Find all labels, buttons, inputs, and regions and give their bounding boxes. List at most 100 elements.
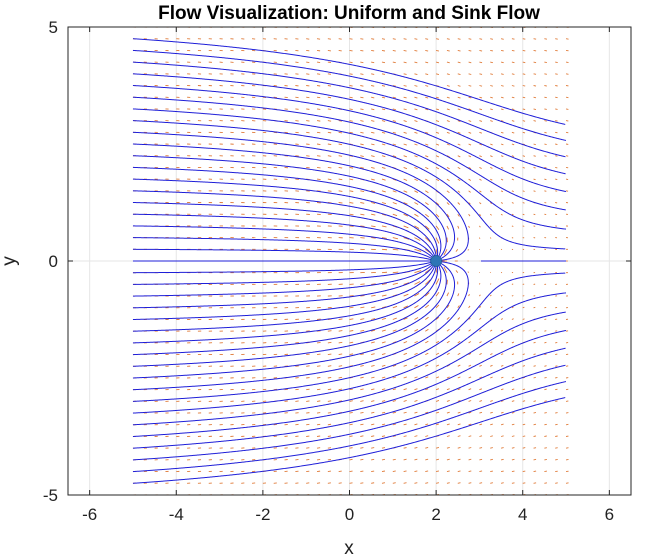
quiver-arrow — [414, 317, 419, 320]
quiver-arrow — [457, 73, 461, 75]
quiver-arrow — [414, 73, 418, 75]
quiver-arrow — [468, 155, 472, 158]
streamline — [132, 225, 435, 260]
quiver-arrow — [511, 388, 515, 391]
quiver-arrow — [457, 85, 461, 87]
quiver-arrow — [544, 353, 547, 356]
quiver-arrow — [511, 143, 515, 146]
quiver-arrow — [381, 317, 387, 320]
quiver-arrow — [544, 108, 547, 110]
quiver-arrow — [544, 458, 547, 461]
quiver-arrow — [425, 213, 430, 218]
quiver-arrow — [468, 470, 472, 473]
quiver-arrow — [381, 364, 386, 367]
quiver-arrow — [533, 400, 537, 402]
quiver-arrow — [443, 266, 448, 273]
quiver-arrow — [403, 329, 408, 332]
quiver-arrow — [371, 376, 375, 379]
streamline — [132, 190, 437, 258]
quiver-arrow — [468, 73, 472, 75]
quiver-arrow — [490, 353, 493, 356]
quiver-arrow — [435, 388, 440, 391]
quiver-arrow — [544, 143, 547, 146]
quiver-arrow — [446, 340, 450, 344]
quiver-arrow — [338, 178, 343, 181]
quiver-arrow — [360, 470, 364, 473]
quiver-arrow — [338, 341, 343, 344]
streamline — [132, 38, 566, 125]
quiver-arrow — [446, 482, 450, 484]
quiver-arrow — [425, 458, 429, 461]
quiver-arrow — [425, 340, 429, 344]
quiver-arrow — [500, 482, 504, 484]
quiver-arrow — [327, 400, 332, 402]
quiver-arrow — [479, 388, 483, 391]
quiver-arrow — [425, 364, 429, 367]
quiver-arrow — [392, 202, 397, 205]
quiver-arrow — [316, 155, 321, 157]
quiver-arrow — [349, 213, 354, 216]
quiver-arrow — [446, 328, 450, 332]
quiver-arrow — [381, 190, 386, 193]
quiver-arrow — [522, 400, 526, 402]
quiver-arrow — [511, 376, 515, 379]
quiver-arrow — [349, 49, 353, 52]
quiver-arrow — [360, 213, 365, 216]
quiver-arrow — [381, 423, 386, 426]
quiver-arrow — [381, 178, 386, 181]
quiver-arrow — [392, 155, 397, 158]
quiver-arrow — [327, 365, 332, 367]
quiver-arrow — [403, 166, 408, 170]
quiver-arrow — [457, 293, 460, 297]
quiver-arrow — [392, 482, 396, 484]
streamline — [132, 261, 456, 379]
quiver-arrow — [392, 411, 396, 414]
quiver-arrow — [435, 352, 440, 355]
quiver-arrow — [349, 131, 353, 134]
quiver-arrow — [457, 131, 461, 134]
quiver-arrow — [371, 341, 375, 344]
quiver-arrow — [544, 166, 547, 169]
quiver-arrow — [403, 400, 407, 402]
quiver-arrow — [446, 411, 450, 414]
quiver-arrow — [435, 178, 440, 182]
quiver-arrow — [457, 225, 460, 229]
quiver-arrow — [403, 458, 407, 461]
quiver-arrow — [457, 190, 461, 193]
quiver-arrow — [544, 330, 547, 332]
quiver-arrow — [425, 482, 429, 484]
quiver-arrow — [511, 318, 514, 320]
quiver-arrow — [468, 317, 471, 320]
y-tick-label: -5 — [43, 486, 58, 505]
quiver-arrow — [392, 143, 397, 146]
quiver-arrow — [338, 353, 343, 356]
quiver-arrow — [479, 306, 482, 309]
quiver-arrow — [455, 249, 459, 252]
quiver-arrow — [533, 143, 536, 146]
quiver-arrow — [327, 73, 332, 75]
quiver-arrow — [327, 108, 332, 110]
quiver-arrow — [500, 306, 503, 309]
quiver-arrow — [457, 49, 461, 52]
y-axis-label: y — [0, 256, 20, 266]
quiver-arrow — [414, 178, 418, 182]
quiver-arrow — [338, 330, 343, 332]
quiver-arrow — [533, 423, 537, 426]
quiver-arrow — [349, 353, 354, 356]
quiver-arrow — [371, 213, 376, 216]
quiver-arrow — [555, 131, 558, 134]
quiver-arrow — [457, 178, 461, 182]
quiver-arrow — [457, 329, 461, 332]
quiver-arrow — [544, 423, 547, 426]
streamline — [132, 143, 456, 261]
quiver-arrow — [349, 330, 354, 332]
quiver-arrow — [455, 270, 459, 273]
quiver-arrow — [446, 49, 450, 52]
quiver-arrow — [533, 341, 536, 344]
streamline — [132, 237, 434, 260]
quiver-arrow — [468, 61, 472, 64]
quiver-arrow — [381, 482, 386, 484]
quiver-arrow — [522, 190, 525, 192]
quiver-arrow — [381, 120, 386, 122]
quiver-arrow — [468, 38, 472, 40]
